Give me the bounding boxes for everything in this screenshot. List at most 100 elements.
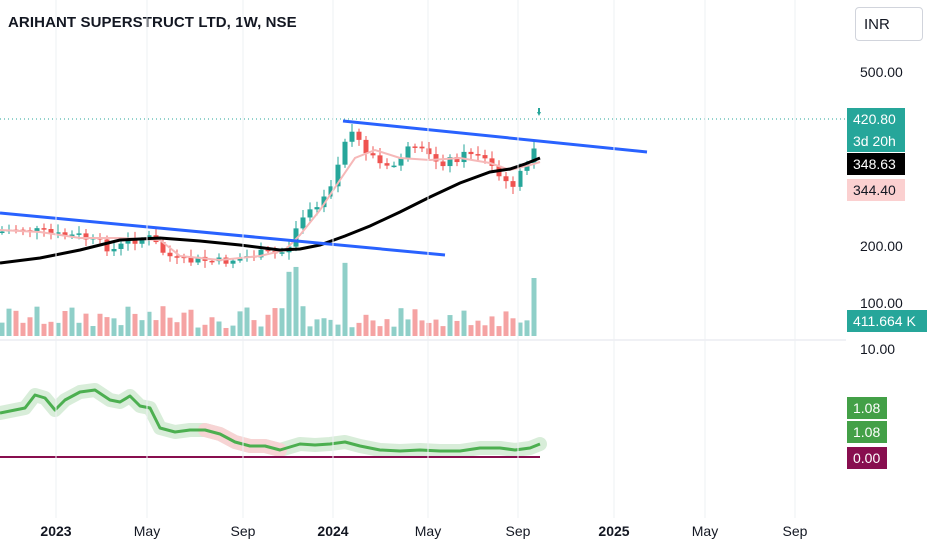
candle-body: [188, 256, 194, 263]
indicator-line: [0, 388, 541, 453]
volume-bar: [20, 322, 26, 336]
volume-bar: [0, 322, 5, 336]
candle-body: [517, 170, 523, 187]
volume-bar: [286, 271, 292, 336]
candle-body: [118, 243, 124, 249]
candle-body: [125, 239, 131, 244]
ma-short-line: [0, 148, 541, 262]
volume-bar: [447, 315, 453, 336]
volume-bar: [48, 321, 54, 336]
candle-body: [461, 151, 467, 163]
volume-bar: [342, 262, 348, 336]
ma-short-tag: 344.40: [847, 179, 905, 201]
candlestick-series: [0, 123, 537, 269]
price-axis-label: 200.00: [860, 238, 903, 254]
time-axis-label: 2025: [598, 523, 629, 539]
time-axis-label: Sep: [783, 523, 808, 539]
candle-body: [342, 141, 348, 165]
volume-bar: [482, 325, 488, 336]
candle-body: [223, 257, 229, 264]
candle-body: [293, 228, 299, 247]
volume-bar: [216, 321, 222, 336]
volume-bar: [83, 313, 89, 336]
volume-bar: [174, 322, 180, 336]
candle-body: [230, 260, 236, 264]
volume-bar: [265, 314, 271, 336]
volume-bar: [454, 320, 460, 336]
candle-body: [160, 242, 166, 253]
candle-body: [167, 252, 173, 257]
volume-bar: [27, 317, 33, 336]
candle-body: [55, 232, 61, 234]
candle-body: [426, 148, 432, 155]
volume-bar: [412, 309, 418, 336]
currency-selector[interactable]: INR: [855, 7, 923, 41]
candle-body: [489, 158, 495, 166]
volume-bar: [209, 317, 215, 336]
candle-body: [328, 186, 334, 197]
candle-body: [335, 164, 341, 187]
trendline-upper[interactable]: [342, 119, 648, 154]
last-price-tag: 420.80: [847, 108, 905, 130]
symbol-title[interactable]: ARIHANT SUPERSTRUCT LTD, 1W, NSE: [8, 14, 297, 31]
candle-body: [314, 207, 320, 210]
volume-bar: [146, 311, 152, 336]
volume-bar: [433, 319, 439, 336]
volume-bar: [475, 320, 481, 336]
volume-bar: [202, 324, 208, 336]
candle-body: [391, 165, 397, 168]
candle-body: [468, 151, 474, 155]
volume-bar: [398, 308, 404, 336]
candle-body: [195, 256, 201, 263]
volume-bar: [314, 319, 320, 336]
volume-bar: [440, 326, 446, 336]
candle-body: [503, 176, 509, 182]
volume-bar: [13, 310, 19, 336]
time-axis-label: May: [692, 523, 718, 539]
volume-bar: [153, 320, 159, 336]
candle-body: [132, 239, 138, 244]
volume-bar: [132, 313, 138, 336]
candle-body: [279, 252, 285, 254]
ma-long-line: [0, 156, 541, 265]
time-axis[interactable]: 2023 May Sep 2024 May Sep 2025 May Sep: [40, 0, 808, 539]
candle-body: [237, 257, 243, 261]
volume-bar: [230, 325, 236, 336]
candle-body: [370, 153, 376, 156]
volume-bar: [377, 326, 383, 336]
time-axis-label: Sep: [506, 523, 531, 539]
trendline-lower[interactable]: [0, 211, 446, 257]
volume-bar: [251, 320, 257, 336]
volume-bar: [6, 308, 12, 336]
candle-body: [419, 146, 425, 149]
volume-bar: [503, 311, 509, 336]
volume-bar: [279, 308, 285, 336]
candle-body: [356, 131, 362, 140]
candle-body: [510, 181, 516, 187]
candle-body: [454, 157, 460, 163]
volume-bar: [188, 309, 194, 336]
dividend-marker-icon[interactable]: [537, 108, 541, 116]
candle-body: [0, 231, 5, 234]
time-axis-label: 2024: [317, 523, 348, 539]
time-axis-label: May: [415, 523, 441, 539]
candle-body: [349, 131, 355, 142]
candle-body: [76, 233, 82, 235]
volume-bar: [426, 322, 432, 336]
volume-bar: [384, 319, 390, 336]
volume-bar: [111, 318, 117, 336]
candle-body: [300, 217, 306, 229]
volume-bar: [90, 326, 96, 336]
volume-bar: [419, 320, 425, 336]
volume-bar: [223, 327, 229, 336]
volume-bar: [356, 322, 362, 336]
price-axis-label: 500.00: [860, 64, 903, 80]
volume-bar: [293, 266, 299, 336]
time-axis-label: 2023: [40, 523, 71, 539]
candle-body: [48, 229, 54, 234]
volume-bar: [118, 325, 124, 336]
price-axis[interactable]: 500.00 200.00 100.00 10.00: [860, 64, 903, 357]
candle-body: [398, 158, 404, 166]
volume-bar: [41, 323, 47, 336]
